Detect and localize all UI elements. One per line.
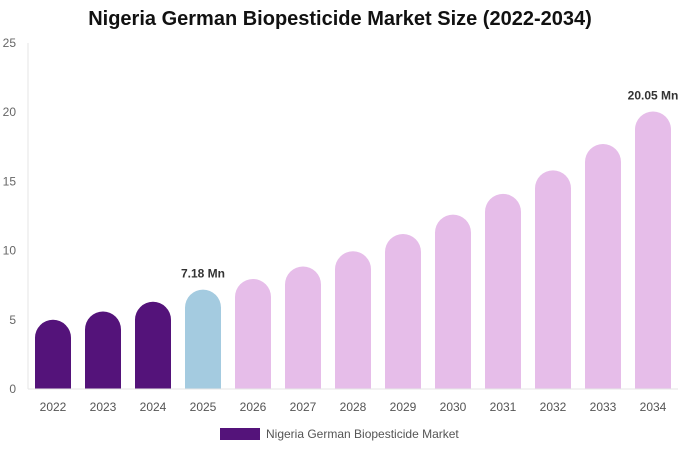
x-tick-label: 2032	[540, 400, 567, 414]
x-tick-label: 2025	[190, 400, 217, 414]
bars	[35, 111, 671, 389]
legend-swatch	[220, 428, 260, 440]
x-tick-label: 2031	[490, 400, 517, 414]
y-tick-label: 0	[9, 382, 16, 396]
bar-2029	[385, 233, 421, 389]
bar-2022	[35, 319, 71, 389]
x-tick-label: 2030	[440, 400, 467, 414]
bar-2023	[85, 311, 121, 389]
x-tick-label: 2024	[140, 400, 167, 414]
y-tick-label: 15	[3, 174, 17, 188]
x-tick-label: 2034	[640, 400, 667, 414]
y-tick-label: 5	[9, 313, 16, 327]
bar-2030	[435, 214, 471, 389]
annotations: 7.18 Mn 20.05 Mn	[181, 89, 678, 281]
y-axis: 0 5 10 15 20 25	[3, 36, 29, 396]
x-tick-label: 2023	[90, 400, 117, 414]
y-tick-label: 10	[3, 244, 17, 258]
bar-2024	[135, 301, 171, 389]
x-tick-label: 2029	[390, 400, 417, 414]
legend-label: Nigeria German Biopesticide Market	[266, 427, 459, 441]
bar-2033	[585, 144, 621, 389]
x-axis: 2022 2023 2024 2025 2026 2027 2028 2029 2030 2031…	[28, 388, 678, 414]
x-tick-label: 2026	[240, 400, 267, 414]
x-tick-label: 2033	[590, 400, 617, 414]
data-label-2034: 20.05 Mn	[628, 89, 679, 103]
bar-2031	[485, 193, 521, 389]
bar-2034	[635, 111, 671, 389]
data-label-2025: 7.18 Mn	[181, 267, 225, 281]
y-tick-label: 25	[3, 36, 17, 50]
bar-2025	[185, 289, 221, 389]
x-tick-label: 2022	[40, 400, 67, 414]
x-tick-label: 2028	[340, 400, 367, 414]
y-tick-label: 20	[3, 105, 17, 119]
bar-2028	[335, 251, 371, 389]
bar-2027	[285, 266, 321, 389]
bar-2032	[535, 170, 571, 389]
chart-title: Nigeria German Biopesticide Market Size …	[88, 8, 592, 30]
x-tick-label: 2027	[290, 400, 317, 414]
bar-2026	[235, 278, 271, 389]
legend: Nigeria German Biopesticide Market	[220, 426, 459, 442]
